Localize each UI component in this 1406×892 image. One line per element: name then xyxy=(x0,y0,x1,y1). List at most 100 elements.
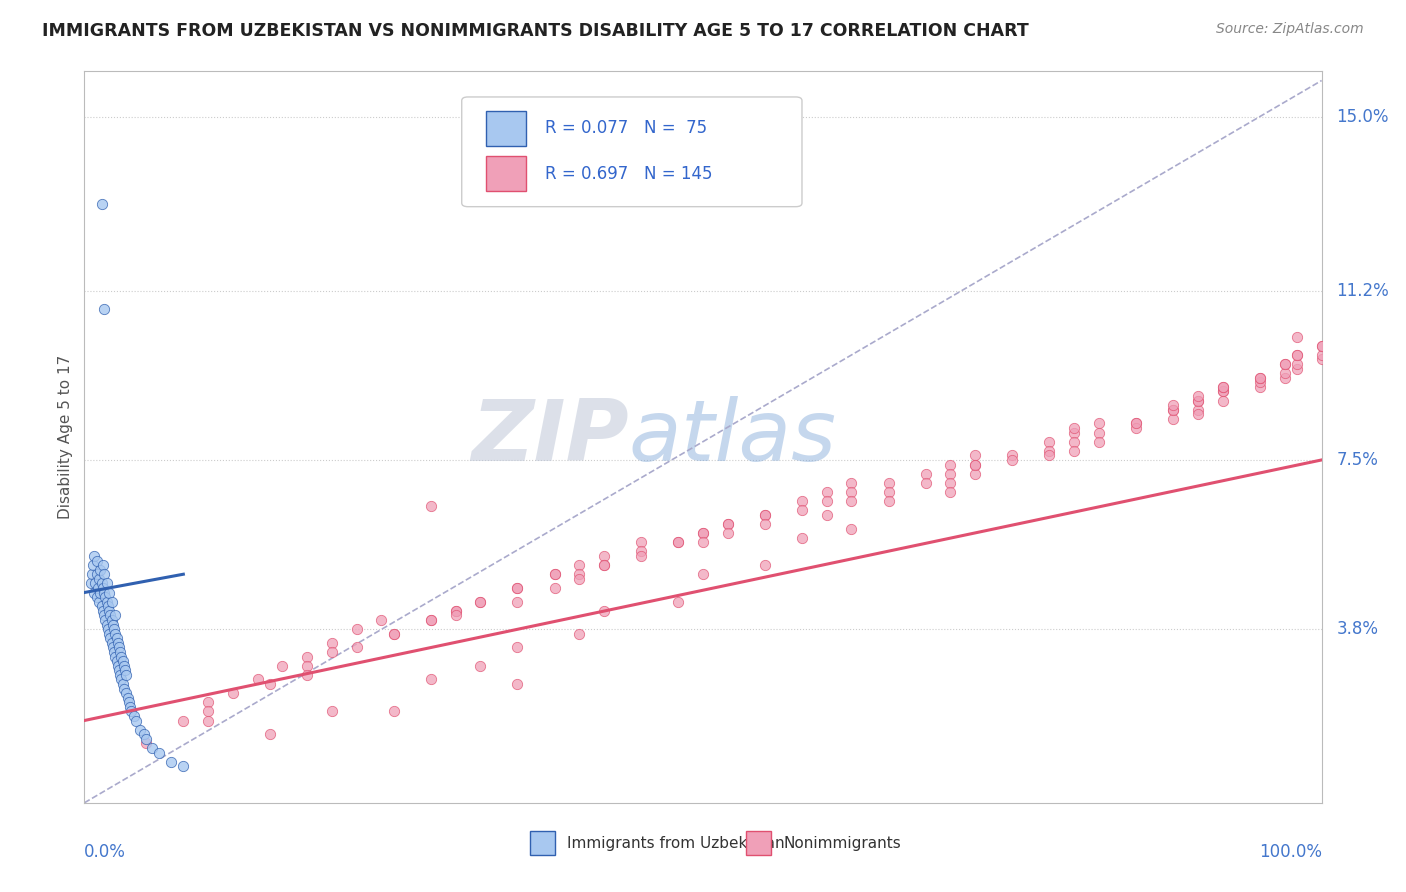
Text: Immigrants from Uzbekistan: Immigrants from Uzbekistan xyxy=(567,836,785,851)
Text: 11.2%: 11.2% xyxy=(1337,282,1389,300)
Point xyxy=(965,449,987,463)
Point xyxy=(259,677,281,691)
Point xyxy=(754,508,776,522)
Point xyxy=(841,475,863,490)
Point xyxy=(790,503,813,517)
Point xyxy=(419,673,441,687)
Text: 7.5%: 7.5% xyxy=(1337,451,1378,469)
Text: ZIP: ZIP xyxy=(471,395,628,479)
Point xyxy=(172,759,194,773)
Point xyxy=(98,632,121,646)
Point xyxy=(1187,393,1209,408)
Point xyxy=(717,516,740,531)
Point xyxy=(543,567,565,582)
Point xyxy=(79,576,101,591)
Text: R = 0.077   N =  75: R = 0.077 N = 75 xyxy=(544,120,707,137)
Point xyxy=(1187,402,1209,417)
Point xyxy=(1125,417,1147,431)
Point xyxy=(444,604,467,618)
Point xyxy=(93,302,115,317)
Point xyxy=(1212,393,1234,408)
Point xyxy=(815,485,838,500)
Point xyxy=(1038,449,1060,463)
Point xyxy=(108,663,131,677)
Point xyxy=(86,590,108,604)
Point xyxy=(1310,338,1333,352)
Point xyxy=(87,581,110,595)
Point xyxy=(321,645,343,659)
Point xyxy=(97,599,120,614)
Point xyxy=(666,595,689,609)
Point xyxy=(630,535,652,549)
Point xyxy=(111,654,134,668)
Point xyxy=(96,595,118,609)
Point xyxy=(939,485,962,500)
Point xyxy=(197,714,219,728)
Point xyxy=(98,626,121,640)
Point xyxy=(717,516,740,531)
Point xyxy=(939,475,962,490)
Point xyxy=(1249,370,1271,384)
Point xyxy=(1063,443,1085,458)
Y-axis label: Disability Age 5 to 17: Disability Age 5 to 17 xyxy=(58,355,73,519)
Point xyxy=(1063,434,1085,449)
Point xyxy=(86,567,108,582)
Point xyxy=(295,649,318,664)
Point xyxy=(1161,402,1184,417)
Point xyxy=(97,622,120,636)
Point xyxy=(98,604,121,618)
Point xyxy=(80,567,103,582)
Point xyxy=(172,714,194,728)
Point xyxy=(100,613,122,627)
Point xyxy=(841,485,863,500)
Text: 100.0%: 100.0% xyxy=(1258,843,1322,861)
Point xyxy=(1161,398,1184,412)
Point xyxy=(506,581,529,595)
Point xyxy=(965,467,987,481)
Point xyxy=(593,558,616,573)
Point xyxy=(103,645,125,659)
Point xyxy=(1249,370,1271,384)
Point xyxy=(543,567,565,582)
Point xyxy=(1310,348,1333,362)
Point xyxy=(160,755,183,769)
Point xyxy=(593,549,616,563)
Point xyxy=(965,458,987,472)
Point xyxy=(132,727,155,741)
Point xyxy=(246,673,269,687)
Point xyxy=(914,467,936,481)
Point xyxy=(110,673,132,687)
Point xyxy=(1249,376,1271,390)
Point xyxy=(321,636,343,650)
Point xyxy=(1285,329,1308,343)
Point xyxy=(841,521,863,535)
Point xyxy=(271,658,294,673)
Point xyxy=(110,667,132,681)
FancyBboxPatch shape xyxy=(461,97,801,207)
Point xyxy=(506,595,529,609)
Point xyxy=(117,690,139,705)
Point xyxy=(1274,370,1296,384)
Point xyxy=(1212,384,1234,399)
Text: 3.8%: 3.8% xyxy=(1337,620,1378,638)
Point xyxy=(1285,361,1308,376)
Point xyxy=(370,613,392,627)
Point xyxy=(148,746,170,760)
Point xyxy=(419,613,441,627)
Point xyxy=(506,581,529,595)
Point xyxy=(115,667,138,681)
Point xyxy=(125,714,148,728)
Text: Nonimmigrants: Nonimmigrants xyxy=(783,836,901,851)
Point xyxy=(122,709,145,723)
Point xyxy=(1038,434,1060,449)
Point xyxy=(543,581,565,595)
Point xyxy=(419,613,441,627)
Point xyxy=(382,626,405,640)
Point xyxy=(96,576,118,591)
Point xyxy=(692,535,714,549)
Point xyxy=(630,549,652,563)
Point xyxy=(790,531,813,545)
Point xyxy=(1212,380,1234,394)
FancyBboxPatch shape xyxy=(486,111,526,146)
Point xyxy=(877,494,900,508)
